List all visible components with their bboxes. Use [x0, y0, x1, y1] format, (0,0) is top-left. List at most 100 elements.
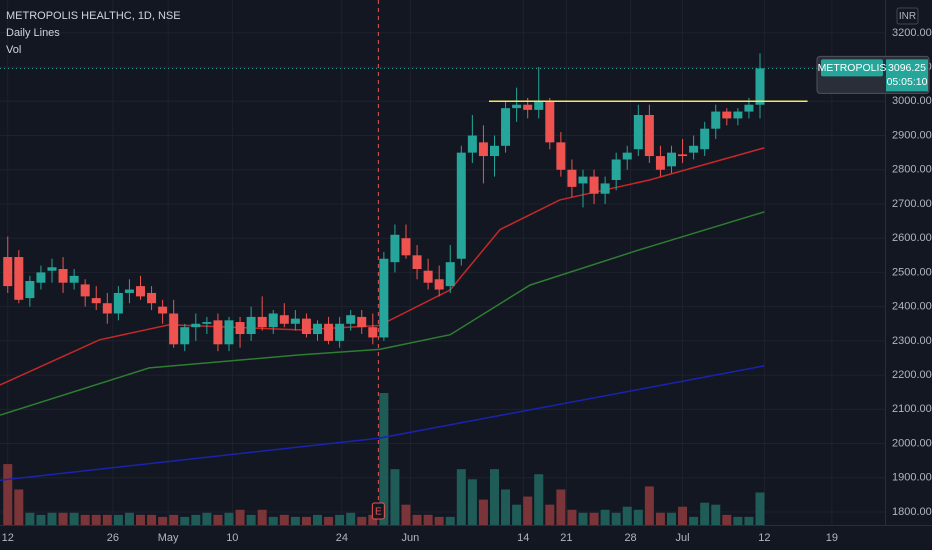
volume-bar — [722, 514, 732, 525]
x-tick-label: 21 — [560, 532, 572, 544]
volume-bar — [25, 512, 35, 525]
y-tick-label: 1800.00 — [892, 506, 932, 518]
candle-body — [545, 101, 555, 143]
volume-bar — [47, 512, 57, 525]
candle-body — [36, 272, 46, 283]
price-label-name-bg — [821, 59, 883, 77]
last-price: 3096.25 — [888, 62, 926, 74]
volume-bar — [401, 504, 411, 525]
volume-bar — [357, 516, 367, 525]
candle-body — [622, 152, 632, 160]
candle-body — [25, 280, 35, 299]
price-label-name: METROPOLIS — [818, 62, 887, 74]
volume-bar — [312, 514, 322, 525]
candle-body — [346, 315, 356, 324]
volume-bar — [390, 469, 400, 525]
candle-body — [600, 183, 610, 194]
volume-bar — [733, 516, 743, 525]
volume-bar — [3, 464, 13, 525]
volume-bar — [257, 509, 267, 525]
volume-bar — [700, 502, 710, 525]
volume-bar — [335, 514, 345, 525]
volume-bar — [346, 512, 356, 525]
candle-body — [235, 322, 245, 335]
candle-body — [489, 145, 499, 157]
candle-body — [666, 152, 676, 167]
moving-average — [0, 211, 765, 416]
candle-body — [357, 316, 367, 328]
volume-bar — [279, 514, 289, 525]
indicator-label: Daily Lines — [6, 27, 60, 39]
volume-bar — [235, 509, 245, 525]
volume-bar — [523, 496, 533, 525]
earnings-label: E — [375, 507, 382, 518]
volume-bar — [456, 469, 466, 525]
candle-body — [423, 270, 433, 283]
x-tick-label: 14 — [517, 532, 529, 544]
candle-body — [578, 176, 588, 184]
candle-body — [91, 298, 101, 304]
volume-bar — [124, 512, 134, 525]
candle-body — [733, 111, 743, 119]
x-tick-label: 19 — [826, 532, 838, 544]
volume-bar — [489, 469, 499, 525]
candle-body — [567, 169, 577, 187]
candle-body — [401, 238, 411, 256]
candle-body — [611, 159, 621, 181]
volume-bar — [246, 514, 256, 525]
volume-bar — [644, 486, 654, 525]
y-tick-label: 2000.00 — [892, 437, 932, 449]
candle-body — [324, 323, 334, 341]
x-tick-label: Jul — [676, 532, 690, 544]
candle-body — [312, 323, 322, 335]
candle-body — [14, 257, 24, 300]
volume-bar — [622, 506, 632, 525]
candle-body — [689, 145, 699, 153]
x-tick-label: 24 — [336, 532, 348, 544]
candle-body — [257, 316, 267, 328]
candle-body — [213, 320, 223, 345]
volume-bar — [14, 489, 24, 525]
volume-bar — [113, 514, 123, 525]
currency[interactable]: INR — [899, 11, 916, 22]
volume-bar — [434, 516, 444, 525]
candle-body — [644, 114, 654, 157]
volume-bar — [589, 512, 599, 525]
currency-box[interactable] — [896, 7, 919, 25]
candle-body — [290, 318, 300, 324]
volume-bar — [91, 514, 101, 525]
candle-body — [246, 316, 256, 335]
volume-bar — [534, 474, 544, 525]
candle-body — [700, 128, 710, 150]
volume-bar — [158, 516, 168, 525]
volume-bar — [169, 514, 179, 525]
volume-bar — [633, 509, 643, 525]
volume-bar — [445, 516, 455, 525]
last-price-bg — [886, 59, 928, 92]
candle-body — [58, 269, 68, 283]
volume-bar — [379, 393, 389, 525]
volume-bar — [711, 504, 721, 525]
volume-bar — [567, 509, 577, 525]
candle-body — [368, 327, 378, 338]
volume-bar — [600, 509, 610, 525]
y-tick-label: 2600.00 — [892, 232, 932, 244]
y-tick-label: 2900.00 — [892, 129, 932, 141]
candle-body — [135, 286, 145, 297]
moving-average — [0, 365, 765, 481]
y-tick-label: 2300.00 — [892, 335, 932, 347]
volume-bar — [689, 516, 699, 525]
candle-body — [744, 104, 754, 112]
candle-body — [80, 284, 90, 297]
candle-body — [124, 289, 134, 293]
candle-body — [102, 303, 112, 314]
candle-body — [379, 258, 389, 338]
volume-bar — [102, 514, 112, 525]
candle-body — [501, 108, 511, 146]
candle-body — [69, 275, 79, 283]
volume-bar — [80, 514, 90, 525]
volume-bar — [268, 516, 278, 525]
candle-body — [456, 152, 466, 259]
